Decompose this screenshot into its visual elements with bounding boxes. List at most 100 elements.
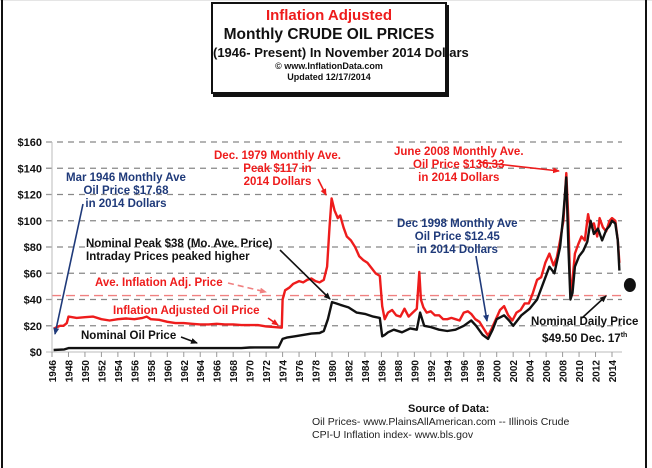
y-tick-label: $160 (18, 137, 42, 149)
annotation-line: in 2014 Dollars (85, 198, 167, 210)
x-tick-label: 1962 (180, 360, 191, 383)
y-tick-label: $20 (24, 321, 42, 333)
x-tick-label: 1992 (427, 360, 438, 383)
source-line-1: Oil Prices- www.PlainsAllAmerican.com --… (312, 416, 570, 428)
x-tick-label: 1950 (81, 360, 92, 383)
x-tick-label: 1970 (246, 360, 257, 383)
x-tick-label: 2002 (509, 360, 520, 383)
x-tick-label: 1982 (344, 360, 355, 383)
grid-lines (46, 141, 622, 327)
source-heading: Source of Data: (408, 403, 490, 415)
x-tick-label: 1998 (476, 360, 487, 383)
x-tick-label: 1956 (130, 360, 141, 383)
label-average-adjusted-price: Ave. Inflation Adj. Price (95, 277, 223, 289)
x-tick-label: 1972 (262, 360, 273, 383)
series-lines (53, 171, 636, 352)
arrow-mar-1946 (53, 203, 84, 335)
x-tick-label: 1946 (48, 360, 59, 383)
annotation-line: Dec 1998 Monthly Ave (397, 218, 518, 230)
axes (46, 141, 622, 357)
annotation-line: Dec. 1979 Monthly Ave. (214, 150, 341, 162)
x-tick-label: 2012 (592, 360, 603, 383)
annotation-line: $49.50 Dec. 17th (531, 329, 638, 346)
arrow-june-2008 (478, 161, 560, 174)
x-tick-label: 1980 (328, 360, 339, 383)
x-tick-label: 1978 (312, 360, 323, 383)
x-tick-label: 1948 (64, 360, 75, 383)
y-tick-label: $80 (24, 242, 42, 254)
copyright-text: © www.InflationData.com (275, 61, 383, 71)
annotation-line: in 2014 Dollars (416, 244, 498, 256)
annotation-june-2008: June 2008 Monthly Ave. Oil Price $136.33… (394, 146, 524, 185)
x-tick-label: 1986 (377, 360, 388, 383)
y-tick-label: $40 (24, 295, 42, 307)
title-box: Inflation Adjusted Monthly CRUDE OIL PRI… (211, 2, 469, 94)
annotation-mar-1946: Mar 1946 Monthly Ave Oil Price $17.68 in… (66, 172, 186, 211)
arrow-average-price (227, 282, 267, 294)
annotation-line: in 2014 Dollars (418, 172, 500, 184)
annotation-line: Oil Price $17.68 (83, 185, 169, 197)
x-tick-label: 1958 (147, 360, 158, 383)
daily-sup: th (620, 332, 628, 339)
arrow-nominal-price (180, 336, 198, 344)
nominal-daily-point (623, 278, 636, 293)
x-tick-label: 1968 (229, 360, 240, 383)
source-line-2: CPI-U Inflation index- www.bls.gov (312, 429, 474, 441)
label-nominal-oil-price: Nominal Oil Price (81, 330, 177, 342)
x-tick-label: 1954 (114, 360, 125, 383)
y-tick-label: $60 (24, 268, 42, 280)
x-tick-label: 2004 (526, 360, 537, 383)
arrow-nominal-peak (279, 249, 331, 300)
x-tick-label: 1984 (361, 360, 372, 383)
y-tick-labels: $0 $20 $40 $60 $80 $100 $120 $140 $160 (18, 137, 42, 359)
arrow-dec-1979 (317, 178, 327, 196)
y-tick-label: $140 (18, 163, 42, 175)
x-tick-label: 2010 (575, 360, 586, 383)
x-tick-label: 1988 (394, 360, 405, 383)
daily-value: $49.50 Dec. 17 (542, 332, 621, 345)
annotation-nominal-peak: Nominal Peak $38 (Mo. Ave. Price) Intrad… (86, 238, 272, 264)
x-tick-label: 1994 (443, 360, 454, 383)
x-tick-label: 1960 (163, 360, 174, 383)
title-line-3: (1946- Present) In November 2014 Dollars (213, 45, 469, 60)
annotation-line: Mar 1946 Monthly Ave (66, 172, 186, 184)
y-tick-label: $0 (30, 347, 42, 359)
annotation-line: Intraday Prices peaked higher (86, 251, 250, 263)
annotation-line: 2014 Dollars (243, 176, 312, 188)
x-tick-label: 1990 (410, 360, 421, 383)
annotation-line: Oil Price $12.45 (414, 231, 500, 243)
x-tick-label: 1974 (279, 360, 290, 383)
annotation-line: Peak $117 in (243, 163, 312, 175)
arrow-adjusted-price (267, 317, 279, 326)
annotation-dec-1998: Dec 1998 Monthly Ave Oil Price $12.45 in… (397, 218, 518, 257)
x-tick-label: 1964 (196, 360, 207, 383)
y-tick-label: $120 (18, 190, 42, 202)
x-tick-label: 2008 (559, 360, 570, 383)
annotation-line: Oil Price $136.33 (413, 159, 505, 171)
series-nominal (53, 176, 621, 352)
x-tick-label: 2000 (493, 360, 504, 383)
x-tick-label: 1952 (97, 360, 108, 383)
top-border (0, 0, 652, 1)
annotation-line: Nominal Peak $38 (Mo. Ave. Price) (86, 238, 273, 250)
x-tick-label: 2006 (542, 360, 553, 383)
title-line-1: Inflation Adjusted (265, 7, 393, 24)
updated-date: Updated 12/17/2014 (287, 72, 371, 82)
annotation-line: June 2008 Monthly Ave. (394, 146, 524, 158)
annotation-line: Nominal Daily Price (531, 316, 639, 328)
annotation-arrows (53, 161, 607, 344)
annotation-dec-1979: Dec. 1979 Monthly Ave. Peak $117 in 2014… (214, 150, 341, 189)
arrow-dec-1998 (475, 255, 489, 322)
source-block: Source of Data: Oil Prices- www.PlainsAl… (312, 403, 569, 442)
x-tick-labels: 1946 1948 1950 1952 1954 1956 1958 1960 1962 1964… (48, 360, 619, 383)
x-tick-label: 2014 (608, 360, 619, 383)
x-tick-label: 1996 (460, 360, 471, 383)
y-tick-label: $100 (18, 216, 42, 228)
title-line-2: Monthly CRUDE OIL PRICES (223, 26, 435, 43)
x-tick-label: 1976 (295, 360, 306, 383)
arrow-daily-price (581, 295, 607, 319)
x-tick-label: 1966 (213, 360, 224, 383)
label-inflation-adjusted-price: Inflation Adjusted Oil Price (113, 305, 260, 317)
